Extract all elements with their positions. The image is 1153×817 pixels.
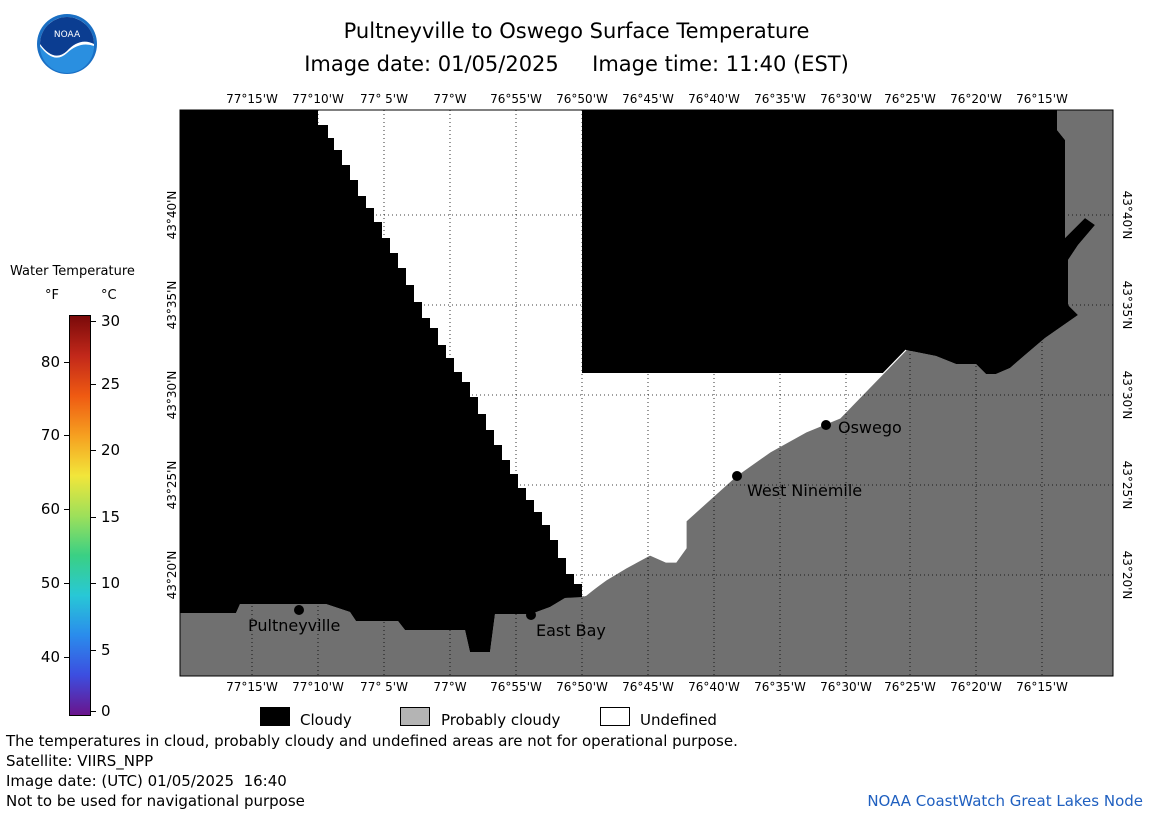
right-lat-label: 43°30'N <box>1120 370 1134 420</box>
legend-label-probably-cloudy: Probably cloudy <box>441 711 561 729</box>
bottom-lon-label: 76°40'W <box>688 680 740 694</box>
scale-tick-mark <box>64 509 69 510</box>
scale-tick-c: 0 <box>101 702 111 720</box>
scale-tick-mark <box>91 583 96 584</box>
top-lon-label: 77°10'W <box>292 92 344 106</box>
scale-tick-f: 60 <box>40 500 60 518</box>
city-dot-east-bay <box>526 610 536 620</box>
scale-tick-c: 20 <box>101 441 121 459</box>
scale-tick-mark <box>91 517 96 518</box>
right-lat-label: 43°35'N <box>1120 280 1134 330</box>
scale-tick-mark <box>64 583 69 584</box>
bottom-lon-label: 76°30'W <box>820 680 872 694</box>
bottom-lon-label: 77°15'W <box>226 680 278 694</box>
scale-tick-f: 50 <box>40 574 60 592</box>
scale-tick-mark <box>91 650 96 651</box>
scale-tick-mark <box>91 384 96 385</box>
bottom-lon-label: 76°15'W <box>1016 680 1068 694</box>
temperature-color-bar <box>69 315 91 716</box>
bottom-lon-label: 76°20'W <box>950 680 1002 694</box>
noaa-logo-text: NOAA <box>54 30 81 40</box>
noaa-logo: NOAA <box>36 13 98 75</box>
scale-tick-mark <box>91 711 96 712</box>
right-lat-label: 43°40'N <box>1120 190 1134 240</box>
probably-cloudy-area <box>180 110 1113 676</box>
footer-satellite: Satellite: VIIRS_NPP <box>6 752 154 770</box>
bottom-lon-label: 76°50'W <box>556 680 608 694</box>
right-lat-label: 43°25'N <box>1120 460 1134 510</box>
city-label-east-bay: East Bay <box>536 621 606 640</box>
page-title: Pultneyville to Oswego Surface Temperatu… <box>343 19 810 43</box>
scale-tick-mark <box>64 435 69 436</box>
legend-swatch-probably-cloudy <box>400 707 430 726</box>
bottom-lon-label: 76°25'W <box>884 680 936 694</box>
scale-tick-c: 10 <box>101 574 121 592</box>
city-dot-oswego <box>821 420 831 430</box>
scale-tick-mark <box>64 657 69 658</box>
footer-utc-date: Image date: (UTC) 01/05/2025 16:40 <box>6 772 287 790</box>
shoreline <box>583 349 907 597</box>
city-label-oswego: Oswego <box>838 418 902 437</box>
top-lon-label: 77°15'W <box>226 92 278 106</box>
left-lat-label: 43°40'N <box>165 190 179 240</box>
scale-tick-c: 30 <box>101 312 121 330</box>
top-lon-label: 76°30'W <box>820 92 872 106</box>
map-frame <box>179 109 1114 677</box>
scale-title: Water Temperature <box>10 264 135 279</box>
top-lon-label: 76°35'W <box>754 92 806 106</box>
footer-navigation-warning: Not to be used for navigational purpose <box>6 792 305 810</box>
top-lon-label: 77° 5'W <box>360 92 408 106</box>
legend-swatch-undefined <box>600 707 630 726</box>
left-lat-label: 43°20'N <box>165 550 179 600</box>
top-lon-label: 76°50'W <box>556 92 608 106</box>
bottom-lon-label: 77°W <box>433 680 467 694</box>
top-lon-label: 76°15'W <box>1016 92 1068 106</box>
bottom-lon-label: 77° 5'W <box>360 680 408 694</box>
footer-credit: NOAA CoastWatch Great Lakes Node <box>867 792 1143 810</box>
top-lon-label: 77°W <box>433 92 467 106</box>
scale-tick-f: 80 <box>40 353 60 371</box>
city-dot-west-ninemile <box>732 471 742 481</box>
scale-tick-mark <box>64 362 69 363</box>
bottom-lon-label: 76°55'W <box>490 680 542 694</box>
scale-tick-f: 70 <box>40 426 60 444</box>
bottom-lon-label: 76°45'W <box>622 680 674 694</box>
scale-unit-c: °C <box>101 288 117 303</box>
top-lon-label: 76°20'W <box>950 92 1002 106</box>
top-lon-label: 76°55'W <box>490 92 542 106</box>
cloudy-area-west <box>180 110 582 652</box>
scale-tick-c: 25 <box>101 375 121 393</box>
city-label-west-ninemile: West Ninemile <box>747 481 863 500</box>
legend-label-undefined: Undefined <box>640 711 717 729</box>
scale-tick-mark <box>91 450 96 451</box>
top-lon-label: 76°40'W <box>688 92 740 106</box>
city-label-pultneyville: Pultneyville <box>248 616 341 635</box>
cloudy-area-east <box>582 110 1095 374</box>
top-lon-label: 76°45'W <box>622 92 674 106</box>
scale-tick-f: 40 <box>40 648 60 666</box>
left-lat-label: 43°30'N <box>165 370 179 420</box>
scale-tick-c: 15 <box>101 508 121 526</box>
legend-swatch-cloudy <box>260 707 290 726</box>
city-dot-pultneyville <box>294 605 304 615</box>
left-lat-label: 43°25'N <box>165 460 179 510</box>
right-lat-label: 43°20'N <box>1120 550 1134 600</box>
bottom-lon-label: 77°10'W <box>292 680 344 694</box>
bottom-lon-label: 76°35'W <box>754 680 806 694</box>
top-lon-label: 76°25'W <box>884 92 936 106</box>
footer-note: The temperatures in cloud, probably clou… <box>6 732 738 750</box>
page-subtitle: Image date: 01/05/2025 Image time: 11:40… <box>304 52 849 76</box>
scale-tick-c: 5 <box>101 641 111 659</box>
scale-unit-f: °F <box>45 288 59 303</box>
left-lat-label: 43°35'N <box>165 280 179 330</box>
legend-label-cloudy: Cloudy <box>300 711 352 729</box>
scale-tick-mark <box>91 321 96 322</box>
